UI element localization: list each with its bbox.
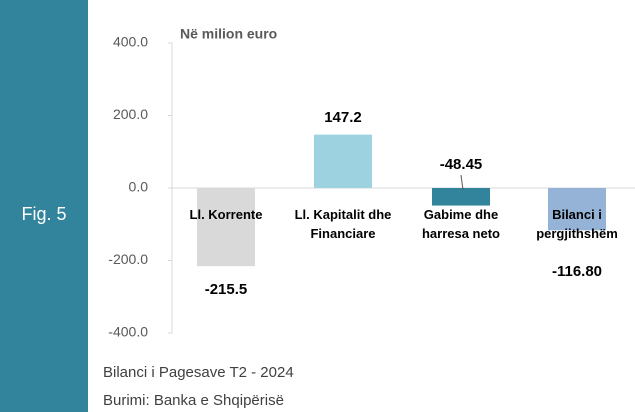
value-label: -116.80 [552,263,602,280]
y-tick-label: 400.0 [113,34,148,50]
footer: Bilanci i Pagesave T2 - 2024 [103,364,294,381]
bar [314,134,372,188]
unit-label: Në milion euro [180,26,277,42]
bar [548,188,606,231]
value-label: -215.5 [205,281,248,298]
category-label: Ll. Korrente [189,207,263,222]
category-label: Ll. Kapitalit dhe Financiare [294,207,392,241]
y-tick-label: -200.0 [108,251,148,267]
bar [197,188,255,267]
side-band [0,0,88,412]
value-label: -48.45 [440,156,483,173]
y-tick-label: 0.0 [129,179,149,195]
bar [432,188,490,206]
leader-line [460,174,464,191]
y-tick-label: 200.0 [113,106,148,122]
footer: Burimi: Banka e Shqipërisë [103,392,284,409]
category-label: Gabime dhe harresa neto [421,207,501,241]
value-label: 147.2 [324,109,362,126]
figure-label: Fig. 5 [21,204,66,224]
category-label: Bilanci i pergjithshëm [536,207,618,241]
y-tick-label: -400.0 [108,324,148,340]
